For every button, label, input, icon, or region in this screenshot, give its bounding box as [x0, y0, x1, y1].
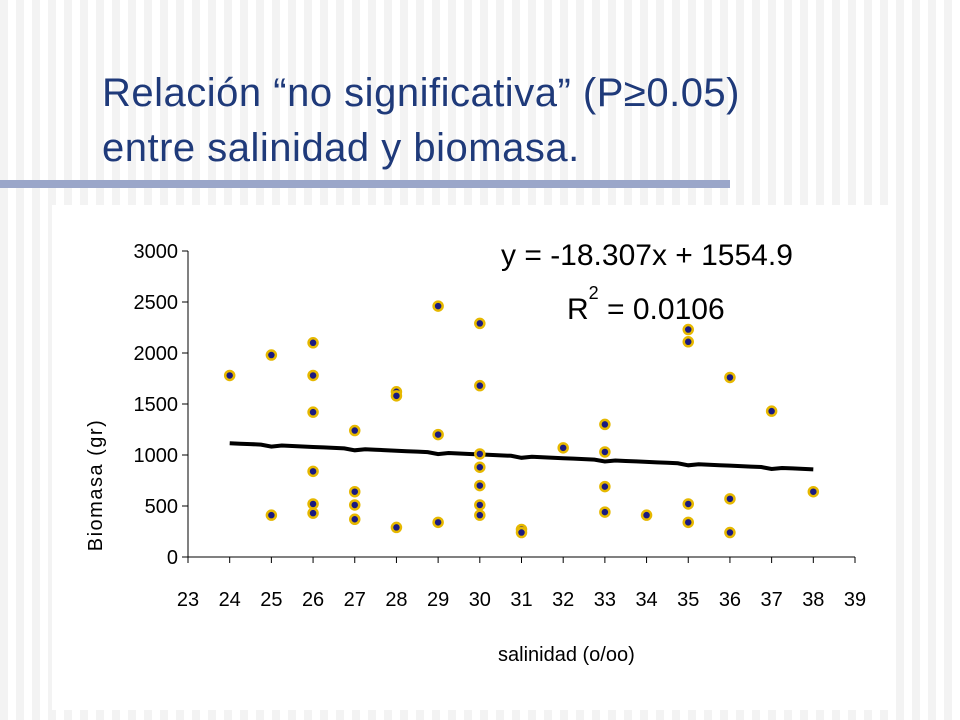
y-tick-label: 2000 — [134, 343, 179, 365]
trendline — [229, 441, 814, 472]
data-point — [307, 406, 319, 418]
data-point — [599, 480, 611, 493]
scatter-chart: 0 500 1000 1500 2000 2500 3000 23 24 25 26 27 28 29 3… — [85, 239, 866, 666]
x-ticks: 23 24 25 26 27 28 29 30 31 32 33 34 35 36 37 38 39 — [177, 557, 866, 611]
x-tick-label: 23 — [177, 589, 199, 611]
r-squared-label: R2 = 0.0106 — [567, 283, 725, 326]
data-point — [682, 516, 694, 529]
data-point — [682, 336, 694, 348]
x-tick-label: 29 — [427, 589, 449, 611]
title-underline — [0, 180, 730, 188]
data-points — [223, 300, 820, 539]
data-point — [557, 442, 569, 454]
data-point — [474, 509, 486, 521]
data-point — [599, 506, 611, 518]
r-squared-value: = 0.0106 — [599, 293, 725, 326]
data-point — [432, 516, 444, 529]
chart-panel: 0 500 1000 1500 2000 2500 3000 23 24 25 26 27 28 29 3… — [52, 205, 892, 710]
x-tick-label: 30 — [469, 589, 491, 611]
data-point — [474, 499, 486, 511]
y-tick-label: 3000 — [134, 241, 179, 263]
x-tick-label: 37 — [761, 589, 783, 611]
y-tick-label: 500 — [145, 496, 178, 518]
data-point — [265, 509, 278, 521]
data-point — [474, 448, 486, 460]
x-tick-label: 28 — [385, 589, 407, 611]
data-point — [307, 498, 319, 510]
x-tick-label: 31 — [510, 589, 532, 611]
x-axis-label: salinidad (o/oo) — [498, 644, 635, 666]
data-point — [390, 390, 403, 402]
data-point — [307, 337, 319, 349]
data-point — [599, 446, 611, 458]
data-point — [349, 424, 361, 437]
x-tick-label: 38 — [802, 589, 824, 611]
x-tick-label: 36 — [719, 589, 741, 611]
data-point — [474, 479, 486, 492]
data-point — [724, 526, 736, 539]
data-point — [265, 349, 278, 361]
data-point — [474, 317, 486, 330]
data-point — [724, 493, 736, 505]
data-point — [307, 507, 319, 519]
data-point — [682, 323, 694, 336]
data-point — [765, 405, 778, 417]
data-point — [474, 379, 486, 392]
x-tick-label: 25 — [260, 589, 282, 611]
y-ticks: 0 500 1000 1500 2000 2500 3000 — [134, 241, 188, 569]
data-point — [682, 498, 694, 510]
y-tick-label: 0 — [167, 547, 178, 569]
y-tick-label: 1000 — [134, 445, 179, 467]
slide-title: Relación “no significativa” (P≥0.05) ent… — [102, 66, 922, 176]
slide-title-line-1: Relación “no significativa” (P≥0.05) — [102, 71, 740, 115]
x-tick-label: 33 — [594, 589, 616, 611]
x-tick-label: 26 — [302, 589, 324, 611]
trendline-equation: y = -18.307x + 1554.9 — [501, 239, 793, 272]
r-squared-prefix: R — [567, 293, 589, 326]
r-squared-exponent: 2 — [589, 283, 599, 303]
data-point — [349, 513, 361, 526]
data-point — [640, 509, 653, 521]
data-point — [724, 371, 736, 384]
slide-title-line-2: entre salinidad y biomasa. — [102, 126, 580, 170]
x-tick-label: 39 — [844, 589, 866, 611]
data-point — [599, 418, 611, 431]
data-point — [223, 369, 236, 382]
y-tick-label: 2500 — [134, 292, 179, 314]
data-point — [390, 521, 403, 534]
data-point — [349, 499, 361, 511]
data-point — [807, 485, 820, 498]
x-tick-label: 35 — [677, 589, 699, 611]
y-tick-label: 1500 — [134, 394, 179, 416]
x-tick-label: 27 — [344, 589, 366, 611]
x-tick-label: 32 — [552, 589, 574, 611]
axes — [187, 251, 855, 558]
data-point — [307, 465, 319, 478]
data-point — [515, 526, 528, 539]
data-point — [432, 300, 444, 312]
data-point — [474, 461, 486, 473]
y-axis-label: Biomasa (gr) — [85, 419, 107, 551]
x-tick-label: 34 — [635, 589, 657, 611]
data-point — [432, 428, 444, 441]
data-point — [349, 485, 361, 498]
data-point — [307, 369, 319, 382]
x-tick-label: 24 — [219, 589, 241, 611]
